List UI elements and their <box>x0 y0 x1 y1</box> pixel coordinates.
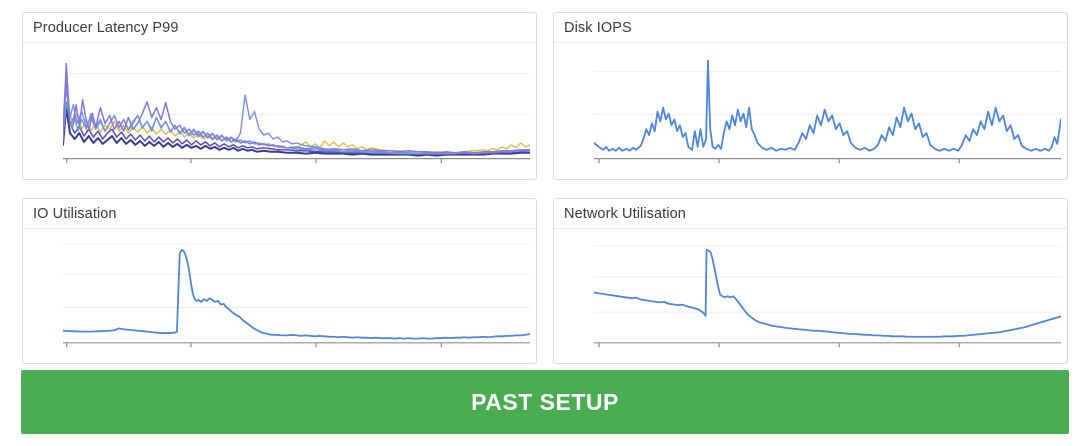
panel-header-producer-latency: Producer Latency P99 <box>23 13 536 43</box>
panel-io-utilisation: IO Utilisation <box>22 198 537 364</box>
panel-disk-iops: Disk IOPS <box>553 12 1068 180</box>
chart-canvas <box>63 47 530 171</box>
past-setup-banner-label: PAST SETUP <box>471 388 619 415</box>
panel-header-network-utilisation: Network Utilisation <box>554 199 1067 229</box>
panel-title-disk-iops: Disk IOPS <box>564 19 632 36</box>
chart-producer-latency <box>63 47 530 171</box>
panel-network-utilisation: Network Utilisation <box>553 198 1068 364</box>
panel-header-disk-iops: Disk IOPS <box>554 13 1067 43</box>
chart-canvas <box>594 47 1061 171</box>
panel-title-io-utilisation: IO Utilisation <box>33 205 117 222</box>
past-setup-banner: PAST SETUP <box>21 370 1069 434</box>
panel-header-io-utilisation: IO Utilisation <box>23 199 536 229</box>
chart-network-utilisation <box>594 233 1061 355</box>
panel-producer-latency: Producer Latency P99 <box>22 12 537 180</box>
chart-io-utilisation <box>63 233 530 355</box>
panel-title-network-utilisation: Network Utilisation <box>564 205 686 222</box>
chart-canvas <box>594 233 1061 355</box>
chart-canvas <box>63 233 530 355</box>
panel-title-producer-latency: Producer Latency P99 <box>33 19 179 36</box>
chart-disk-iops <box>594 47 1061 171</box>
